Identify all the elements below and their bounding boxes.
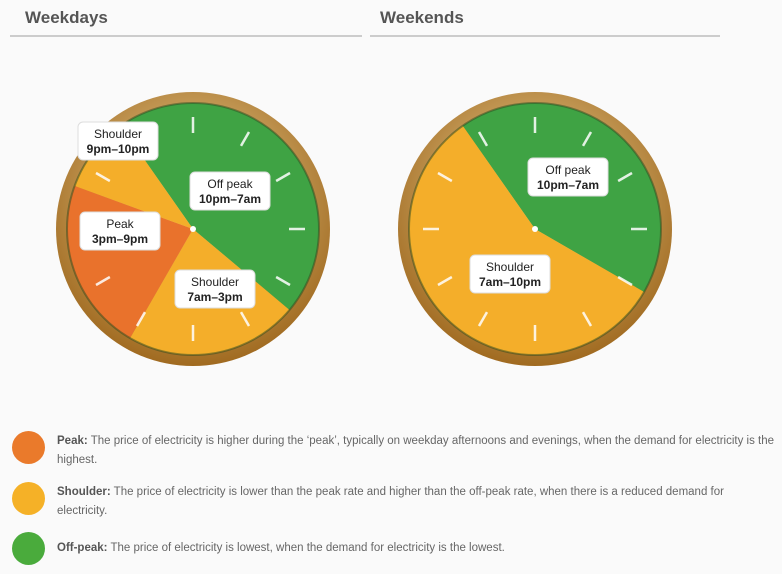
clock-tick xyxy=(477,131,489,147)
peak-dot xyxy=(12,431,45,464)
sector xyxy=(409,125,645,355)
segment-time: 7am–10pm xyxy=(479,275,541,289)
segment-name: Off peak xyxy=(545,163,591,177)
clock-tick xyxy=(95,275,111,287)
shoulder-dot xyxy=(12,482,45,515)
legend-text: The price of electricity is higher durin… xyxy=(57,435,775,466)
clock-tick xyxy=(275,171,291,183)
label-box xyxy=(527,157,609,197)
segment-time: 7am–3pm xyxy=(187,290,242,304)
clock-tick xyxy=(437,171,453,183)
clock-tick xyxy=(617,275,633,287)
label-box xyxy=(77,121,159,161)
clocks: Weekdays Weekends Shoulder9pm–10pmPeak3p… xyxy=(10,8,720,366)
legend-item: Shoulder: The price of electricity is lo… xyxy=(57,483,777,521)
sector xyxy=(462,102,662,293)
legend-item: Off-peak: The price of electricity is lo… xyxy=(57,539,777,558)
segment-name: Shoulder xyxy=(486,260,534,274)
clock-tick xyxy=(477,311,489,327)
clock-ring xyxy=(66,102,320,356)
segment-name: Peak xyxy=(106,217,134,231)
clock-tick xyxy=(437,275,453,287)
legend-term: Off-peak: xyxy=(57,542,108,554)
clock-tick xyxy=(135,311,147,327)
legend-text: The price of electricity is lower than t… xyxy=(57,486,724,517)
clock-center xyxy=(532,226,538,232)
clock-tick xyxy=(275,275,291,287)
legend-text: The price of electricity is lowest, when… xyxy=(110,542,505,554)
label-box xyxy=(79,211,161,251)
clock-tick xyxy=(239,311,251,327)
label-box xyxy=(469,254,551,294)
legend-term: Shoulder: xyxy=(57,486,111,498)
panel-title: Weekdays xyxy=(25,8,108,27)
panel-title: Weekends xyxy=(380,8,464,27)
offpeak-dot xyxy=(12,532,45,565)
clock-ring xyxy=(408,102,662,356)
clock-center xyxy=(190,226,196,232)
segment-name: Shoulder xyxy=(94,127,142,141)
label-box xyxy=(174,269,256,309)
clock-tick xyxy=(581,311,593,327)
segment-name: Shoulder xyxy=(191,275,239,289)
clock-tick xyxy=(95,171,111,183)
clock-tick xyxy=(581,131,593,147)
clock-tick xyxy=(239,131,251,147)
label-box xyxy=(189,171,271,211)
legend-item: Peak: The price of electricity is higher… xyxy=(57,432,777,470)
segment-name: Off peak xyxy=(207,177,253,191)
segment-time: 10pm–7am xyxy=(537,178,599,192)
segment-time: 9pm–10pm xyxy=(87,142,150,156)
legend-term: Peak: xyxy=(57,435,88,447)
clock-tick xyxy=(617,171,633,183)
segment-time: 3pm–9pm xyxy=(92,232,148,246)
segment-time: 10pm–7am xyxy=(199,192,261,206)
